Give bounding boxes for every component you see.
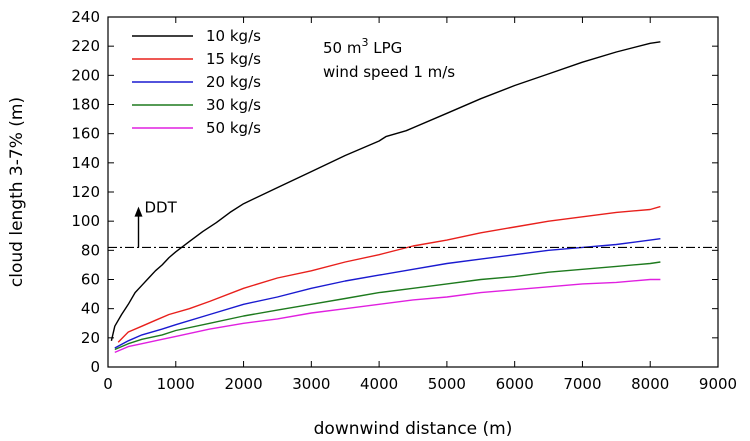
case-volume-text: 50 m [323,39,361,57]
series-line-30-kg-s [114,261,661,351]
legend-label: 10 kg/s [206,27,261,45]
case-fuel-text: LPG [368,39,402,57]
ddt-label: DDT [145,199,178,217]
y-tick-label: 60 [81,271,100,289]
series-line-15-kg-s [117,205,661,343]
y-tick-label: 160 [71,125,100,143]
y-tick-label: 220 [71,37,100,55]
ddt-arrow-head [134,206,143,217]
x-tick-label: 4000 [360,375,398,393]
legend-label: 15 kg/s [206,50,261,68]
y-tick-label: 20 [81,329,100,347]
annotation-layer: DDT 50 m3 LPG wind speed 1 m/s [108,36,718,249]
case-volume-exponent: 3 [361,36,368,49]
y-tick-label: 0 [90,358,100,376]
x-axis-title: downwind distance (m) [314,419,513,439]
y-tick-label: 100 [71,212,100,230]
series-line-50-kg-s [114,278,661,354]
case-description-line1: 50 m3 LPG [323,36,402,57]
x-tick-label: 8000 [631,375,669,393]
x-tick-label: 6000 [496,375,534,393]
legend-label: 20 kg/s [206,73,261,91]
legend: 10 kg/s 15 kg/s 20 kg/s 30 kg/s 50 kg/s [132,27,261,137]
series-layer [110,41,661,354]
x-tick-label: 9000 [699,375,737,393]
x-tick-label: 7000 [563,375,601,393]
series-line-10-kg-s [110,41,661,341]
x-tick-label: 3000 [292,375,330,393]
case-description-line2: wind speed 1 m/s [323,63,455,81]
y-tick-label: 120 [71,183,100,201]
legend-label: 50 kg/s [206,119,261,137]
plot-area: 0 1000 2000 3000 4000 5000 6000 7000 8000 9000 0 20… [71,8,737,393]
x-tick-label: 2000 [224,375,262,393]
legend-label: 30 kg/s [206,96,261,114]
y-tick-label: 140 [71,154,100,172]
y-tick-label: 200 [71,66,100,84]
y-tick-label: 240 [71,8,100,26]
y-tick-label: 80 [81,241,100,259]
x-tick-label: 1000 [157,375,195,393]
y-tick-label: 40 [81,300,100,318]
x-tick-label: 5000 [428,375,466,393]
x-tick-label: 0 [103,375,113,393]
series-line-20-kg-s [114,238,661,349]
y-tick-label: 180 [71,96,100,114]
y-axis-title: cloud length 3-7% (m) [7,97,27,287]
